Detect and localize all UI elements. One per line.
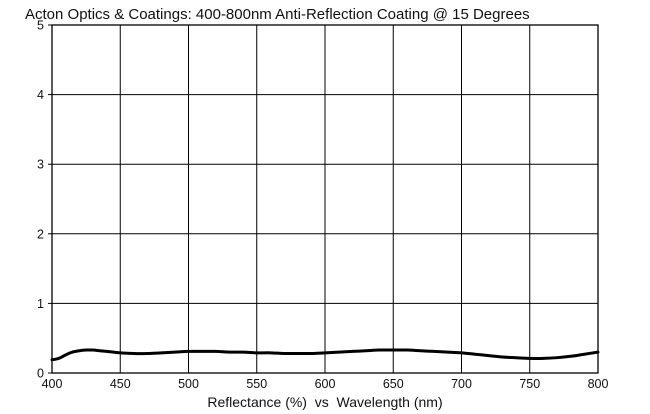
y-tick-label: 4 bbox=[37, 88, 44, 102]
x-tick-label: 750 bbox=[519, 377, 540, 391]
y-tick-label: 2 bbox=[37, 227, 44, 241]
grid-layer bbox=[48, 24, 599, 374]
x-tick-label: 400 bbox=[42, 377, 63, 391]
x-tick-label: 700 bbox=[451, 377, 472, 391]
y-tick-label: 3 bbox=[37, 158, 44, 172]
x-tick-label: 800 bbox=[588, 377, 609, 391]
x-axis-label: Reflectance (%) vs Wavelength (nm) bbox=[207, 394, 442, 410]
x-axis-tick-labels: 400 450 500 550 600 650 700 750 800 bbox=[42, 377, 609, 391]
x-tick-label: 650 bbox=[383, 377, 404, 391]
chart-title: Acton Optics & Coatings: 400-800nm Anti-… bbox=[25, 6, 530, 23]
y-tick-label: 1 bbox=[37, 297, 44, 311]
x-tick-label: 550 bbox=[246, 377, 267, 391]
y-tick-label: 0 bbox=[37, 367, 44, 381]
reflectance-curve bbox=[50, 348, 600, 362]
x-tick-label: 600 bbox=[315, 377, 336, 391]
x-tick-label: 500 bbox=[178, 377, 199, 391]
plot-frame bbox=[51, 24, 599, 374]
y-tick-label: 5 bbox=[37, 19, 44, 33]
x-tick-label: 450 bbox=[110, 377, 131, 391]
y-axis-tick-labels: 0 1 2 3 4 5 bbox=[37, 19, 44, 381]
